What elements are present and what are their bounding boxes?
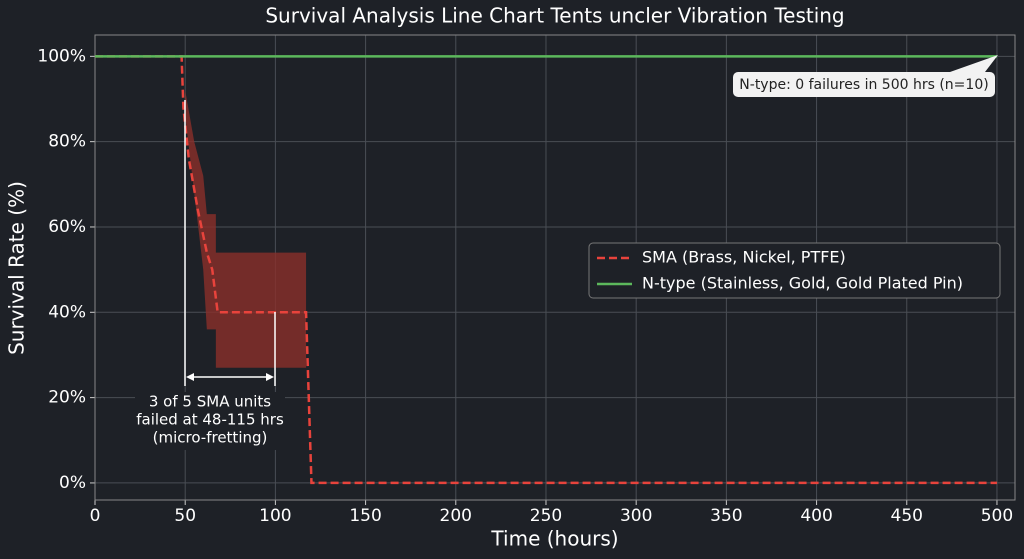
plot-frame <box>94 34 1016 501</box>
annotation-text: failed at 48-115 hrs <box>136 411 284 429</box>
x-tick-label: 50 <box>174 506 196 526</box>
y-tick-label: 80% <box>48 132 86 152</box>
y-tick-label: 0% <box>59 473 86 493</box>
annotation-text: 3 of 5 SMA units <box>149 393 271 411</box>
x-tick-label: 0 <box>90 506 101 526</box>
annotation-pointer <box>950 55 998 72</box>
x-tick-label: 200 <box>440 506 472 526</box>
y-tick-label: 40% <box>48 302 86 322</box>
confidence-band <box>185 90 307 368</box>
legend-label: N-type (Stainless, Gold, Gold Plated Pin… <box>642 274 963 293</box>
x-tick-label: 450 <box>891 506 923 526</box>
x-axis-label: Time (hours) <box>490 527 618 551</box>
y-axis-label: Survival Rate (%) <box>5 181 29 355</box>
y-tick-label: 20% <box>48 388 86 408</box>
series-line <box>95 55 997 485</box>
arrow-head <box>266 373 274 381</box>
x-tick-label: 350 <box>710 506 742 526</box>
arrow-head <box>186 373 194 381</box>
annotation-box <box>733 72 995 97</box>
y-tick-label: 100% <box>37 46 86 66</box>
annotation-text: N-type: 0 failures in 500 hrs (n=10) <box>739 77 988 93</box>
x-tick-label: 300 <box>620 506 652 526</box>
legend-box <box>588 242 1001 299</box>
chart-title: Survival Analysis Line Chart Tents uncle… <box>265 4 844 28</box>
x-tick-label: 150 <box>349 506 381 526</box>
x-tick-label: 500 <box>981 506 1013 526</box>
legend-label: SMA (Brass, Nickel, PTFE) <box>642 248 846 267</box>
annotation-bg <box>135 392 285 450</box>
x-tick-label: 250 <box>530 506 562 526</box>
x-tick-label: 100 <box>259 506 291 526</box>
annotation-text: (micro-fretting) <box>153 429 268 447</box>
y-tick-label: 60% <box>48 217 86 237</box>
x-tick-label: 400 <box>800 506 832 526</box>
legend: SMA (Brass, Nickel, PTFE) N-type (Stainle… <box>588 242 1001 299</box>
